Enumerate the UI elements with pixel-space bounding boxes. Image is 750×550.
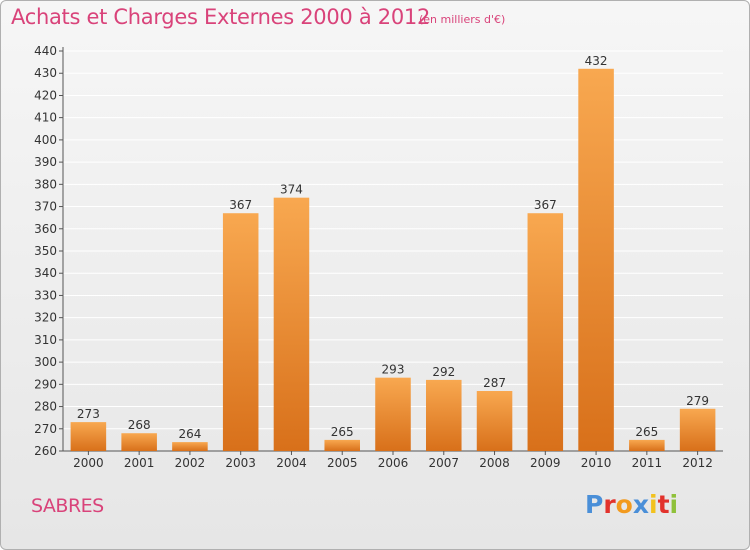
y-tick-label: 320 [34, 311, 57, 325]
y-tick-label: 420 [34, 88, 57, 102]
logo-letter: i [669, 490, 679, 519]
data-label-2008: 287 [483, 376, 506, 390]
logo-letter: t [657, 490, 670, 519]
y-tick-label: 430 [34, 66, 57, 80]
y-tick-label: 310 [34, 333, 57, 347]
x-tick-label-2012: 2012 [682, 456, 713, 470]
y-tick-labels: 260 270 280 290 300 310 320 330 340 350 360 370 380 3… [34, 44, 57, 458]
bar-2009 [527, 213, 564, 451]
logo-letter: P [585, 490, 604, 519]
commune-name: SABRES [31, 495, 104, 517]
y-tick-label: 400 [34, 133, 57, 147]
x-tick-label-2003: 2003 [225, 456, 256, 470]
logo-letter: i [649, 490, 658, 519]
y-tick-label: 280 [34, 400, 57, 414]
x-tick-label-2006: 2006 [378, 456, 409, 470]
x-tick-label-2010: 2010 [581, 456, 612, 470]
x-tick-labels: 2000 2001 2002 2003 2004 2005 2006 2007 2008 2009… [73, 456, 713, 470]
x-tick-label-2011: 2011 [632, 456, 663, 470]
y-tick-label: 340 [34, 266, 57, 280]
data-label-2007: 292 [432, 365, 455, 379]
chart-title: Achats et Charges Externes 2000 à 2012 [11, 5, 431, 29]
y-tick-label: 290 [34, 377, 57, 391]
data-label-2006: 293 [382, 363, 405, 377]
bar-2002 [172, 442, 208, 451]
bar-2005 [324, 439, 360, 451]
data-label-2011: 265 [635, 425, 658, 439]
data-label-2012: 279 [686, 394, 709, 408]
bar-2004 [273, 197, 310, 451]
x-tick-label-2009: 2009 [530, 456, 561, 470]
data-label-2010: 432 [585, 54, 608, 68]
y-tick-label: 300 [34, 355, 57, 369]
x-tick-label-2005: 2005 [327, 456, 358, 470]
data-label-2003: 367 [229, 198, 252, 212]
bar-2011 [629, 439, 665, 451]
y-tick-label: 350 [34, 244, 57, 258]
logo-letter: x [632, 490, 649, 519]
y-tick-label: 270 [34, 422, 57, 436]
bar-2000 [70, 422, 107, 451]
y-tick-label: 380 [34, 177, 57, 191]
logo-letter: o [615, 490, 633, 519]
bars [70, 68, 716, 452]
bar-2006 [375, 377, 411, 451]
y-tick-label: 440 [34, 44, 57, 58]
x-tick-label-2000: 2000 [73, 456, 104, 470]
y-tick-label: 260 [34, 444, 57, 458]
y-tick-label: 330 [34, 288, 57, 302]
x-tick-label-2002: 2002 [175, 456, 206, 470]
bar-2003 [222, 213, 259, 451]
y-tick-label: 390 [34, 155, 57, 169]
data-label-2001: 268 [128, 418, 151, 432]
x-tick-label-2007: 2007 [428, 456, 459, 470]
bar-2007 [426, 379, 462, 451]
bar-2001 [121, 433, 157, 451]
bar-2010 [578, 68, 614, 452]
data-label-2002: 264 [178, 427, 201, 441]
data-label-2009: 367 [534, 198, 557, 212]
x-tick-label-2004: 2004 [276, 456, 307, 470]
x-tick-label-2001: 2001 [124, 456, 155, 470]
bar-2012 [679, 408, 716, 451]
y-tick-label: 360 [34, 222, 57, 236]
data-label-2004: 374 [280, 183, 303, 197]
logo-letter: r [603, 490, 616, 519]
chart-subtitle: (en milliers d'€) [419, 13, 506, 26]
x-tick-label-2008: 2008 [479, 456, 510, 470]
data-label-2000: 273 [77, 407, 100, 421]
data-labels: 273 268 264 367 374 265 293 292 287 367 432 265 279 [77, 54, 709, 441]
y-tick-label: 370 [34, 200, 57, 214]
data-label-2005: 265 [331, 425, 354, 439]
y-tick-label: 410 [34, 111, 57, 125]
proxiti-logo[interactable]: Proxiti [585, 490, 678, 519]
bar-2008 [476, 391, 513, 451]
